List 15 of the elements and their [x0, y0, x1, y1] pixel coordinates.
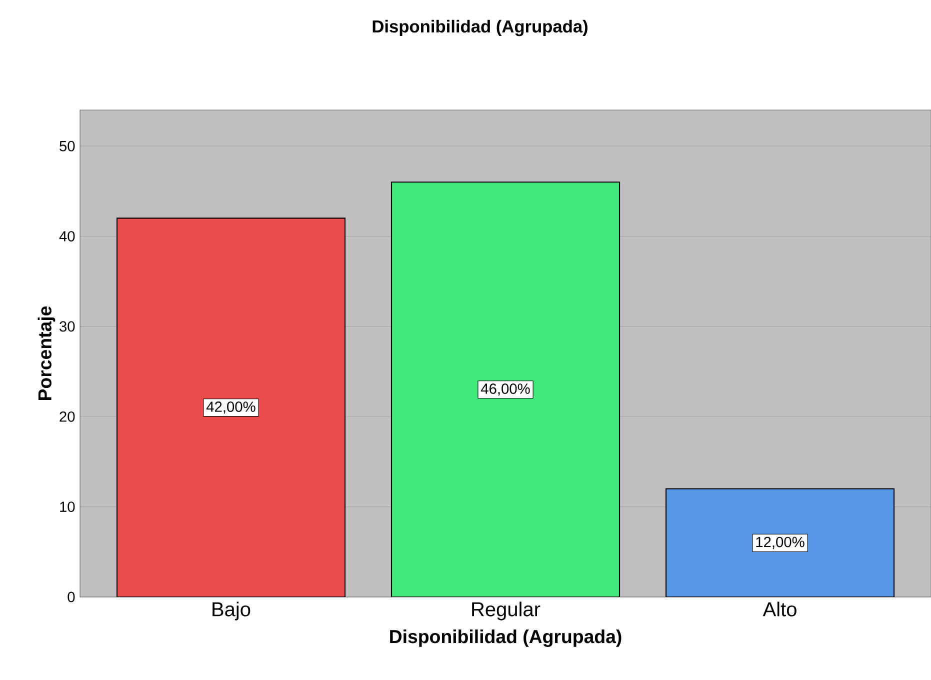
y-tick-label: 0: [68, 592, 75, 602]
data-label: 42,00%: [206, 402, 256, 414]
y-tick-label: 10: [60, 502, 75, 512]
data-label: 46,00%: [480, 384, 530, 396]
y-tick-label: 50: [60, 140, 75, 152]
x-tick-label: Regular: [472, 602, 540, 620]
chart-title: Disponibilidad (Agrupada): [372, 20, 588, 36]
y-axis-title: Porcentaje: [38, 306, 56, 400]
x-tick-label: Bajo: [212, 602, 250, 620]
x-tick-label: Alto: [762, 602, 796, 616]
x-axis-title: Disponibilidad (Agrupada): [390, 629, 622, 647]
y-tick-label: 20: [60, 411, 75, 422]
data-label: 12,00%: [756, 536, 804, 549]
y-tick-label: 40: [59, 231, 75, 242]
y-tick-label: 30: [60, 321, 75, 332]
